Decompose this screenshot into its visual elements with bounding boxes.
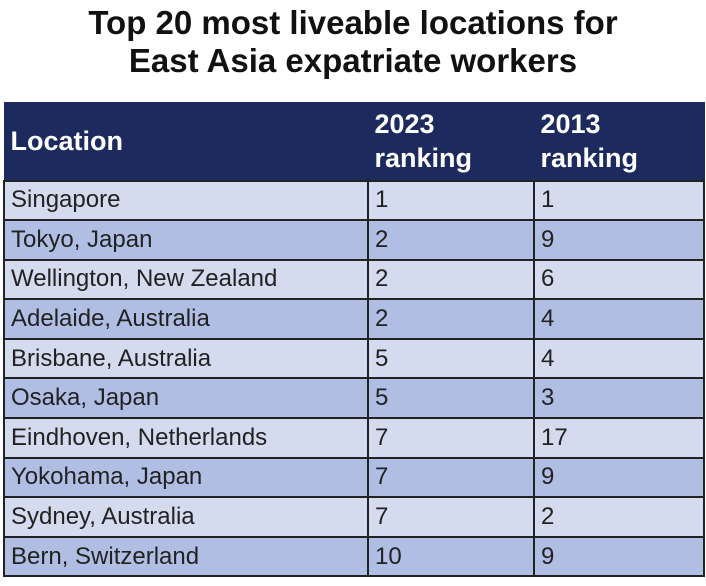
cell-location: Tokyo, Japan xyxy=(3,219,369,261)
chart-title: Top 20 most liveable locations for East … xyxy=(0,4,706,80)
cell-2023-ranking: 7 xyxy=(367,417,535,459)
table-row: Adelaide, Australia 2 4 xyxy=(3,298,705,340)
cell-2013-ranking: 6 xyxy=(533,258,705,301)
cell-2023-ranking: 7 xyxy=(367,496,535,538)
header-2023-year: 2023 xyxy=(374,109,435,140)
cell-2013-ranking: 9 xyxy=(533,219,705,261)
cell-2013-ranking: 4 xyxy=(533,337,705,380)
title-line-2: East Asia expatriate workers xyxy=(128,42,578,79)
header-2013-ranking: 2013 ranking xyxy=(533,102,705,181)
cell-2023-ranking: 2 xyxy=(367,258,535,301)
cell-location: Yokohama, Japan xyxy=(3,456,369,499)
cell-location: Wellington, New Zealand xyxy=(3,258,369,301)
header-2023-word: ranking xyxy=(374,143,473,174)
header-location-label: Location xyxy=(10,126,124,157)
cell-2013-ranking: 3 xyxy=(533,377,705,420)
header-2013-year: 2013 xyxy=(540,109,601,140)
cell-location: Adelaide, Australia xyxy=(3,298,369,340)
cell-2013-ranking: 9 xyxy=(533,456,705,499)
table-row: Bern, Switzerland 10 9 xyxy=(3,535,705,578)
cell-2023-ranking: 2 xyxy=(367,298,535,340)
table-row: Brisbane, Australia 5 4 xyxy=(3,337,705,380)
table-row: Sydney, Australia 7 2 xyxy=(3,496,705,538)
cell-2013-ranking: 4 xyxy=(533,298,705,340)
cell-2023-ranking: 10 xyxy=(367,535,535,578)
header-location: Location xyxy=(3,102,369,181)
cell-2013-ranking: 1 xyxy=(533,179,705,222)
cell-location: Sydney, Australia xyxy=(3,496,369,538)
cell-2023-ranking: 7 xyxy=(367,456,535,499)
table-row: Yokohama, Japan 7 9 xyxy=(3,456,705,499)
cell-2023-ranking: 2 xyxy=(367,219,535,261)
cell-2013-ranking: 17 xyxy=(533,417,705,459)
header-2013-word: ranking xyxy=(540,143,639,174)
table-row: Osaka, Japan 5 3 xyxy=(3,377,705,420)
table-row: Tokyo, Japan 2 9 xyxy=(3,219,705,261)
table-row: Eindhoven, Netherlands 7 17 xyxy=(3,417,705,459)
ranking-table: Location 2023 ranking 2013 ranking Singa… xyxy=(3,102,705,578)
cell-location: Osaka, Japan xyxy=(3,377,369,420)
table-row: Wellington, New Zealand 2 6 xyxy=(3,258,705,301)
cell-2023-ranking: 1 xyxy=(367,179,535,222)
table-body: Singapore 1 1 Tokyo, Japan 2 9 Wellington, New… xyxy=(3,179,705,578)
table-row: Singapore 1 1 xyxy=(3,179,705,222)
cell-2023-ranking: 5 xyxy=(367,337,535,380)
cell-2013-ranking: 2 xyxy=(533,496,705,538)
cell-location: Brisbane, Australia xyxy=(3,337,369,380)
cell-2013-ranking: 9 xyxy=(533,535,705,578)
header-2023-ranking: 2023 ranking xyxy=(367,102,535,181)
cell-location: Singapore xyxy=(3,179,369,222)
title-line-1: Top 20 most liveable locations for xyxy=(88,4,618,41)
cell-2023-ranking: 5 xyxy=(367,377,535,420)
cell-location: Bern, Switzerland xyxy=(3,535,369,578)
cell-location: Eindhoven, Netherlands xyxy=(3,417,369,459)
header-row: Location 2023 ranking 2013 ranking xyxy=(3,102,705,181)
